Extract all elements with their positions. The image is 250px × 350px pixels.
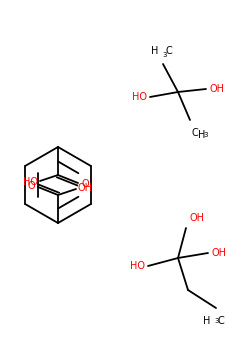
Text: OH: OH	[209, 84, 224, 94]
Text: C: C	[165, 46, 172, 56]
Text: OH: OH	[78, 183, 93, 193]
Text: H: H	[202, 316, 210, 326]
Text: 3: 3	[214, 318, 218, 324]
Text: 3: 3	[162, 52, 166, 58]
Text: H: H	[150, 46, 158, 56]
Text: C: C	[192, 128, 199, 138]
Text: O: O	[28, 181, 35, 191]
Text: HO: HO	[132, 92, 147, 102]
Text: 3: 3	[203, 132, 207, 138]
Text: OH: OH	[189, 213, 204, 223]
Text: O: O	[81, 179, 88, 189]
Text: OH: OH	[211, 248, 226, 258]
Text: C: C	[217, 316, 224, 326]
Text: HO: HO	[23, 177, 38, 187]
Text: HO: HO	[130, 261, 145, 271]
Text: H: H	[198, 130, 205, 140]
